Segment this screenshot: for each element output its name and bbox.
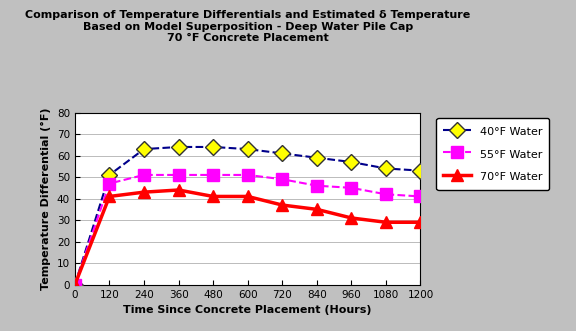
55°F Water — [279, 177, 286, 181]
40°F Water — [313, 156, 320, 160]
40°F Water — [348, 160, 355, 164]
55°F Water — [417, 194, 424, 198]
70°F Water — [313, 207, 320, 212]
70°F Water — [175, 188, 182, 192]
40°F Water — [382, 166, 389, 170]
40°F Water — [417, 168, 424, 173]
55°F Water — [175, 173, 182, 177]
X-axis label: Time Since Concrete Placement (Hours): Time Since Concrete Placement (Hours) — [123, 305, 372, 315]
40°F Water — [210, 145, 217, 149]
70°F Water — [348, 216, 355, 220]
40°F Water — [141, 147, 147, 151]
55°F Water — [210, 173, 217, 177]
55°F Water — [141, 173, 147, 177]
40°F Water — [106, 173, 113, 177]
70°F Water — [141, 190, 147, 194]
Line: 40°F Water: 40°F Water — [69, 141, 426, 290]
70°F Water — [244, 194, 251, 198]
Y-axis label: Temperature Differential (°F): Temperature Differential (°F) — [41, 107, 51, 290]
40°F Water — [279, 152, 286, 156]
55°F Water — [106, 181, 113, 185]
70°F Water — [106, 194, 113, 198]
40°F Water — [71, 283, 78, 287]
Text: Comparison of Temperature Differentials and Estimated δ Temperature
Based on Mod: Comparison of Temperature Differentials … — [25, 10, 471, 43]
40°F Water — [175, 145, 182, 149]
55°F Water — [244, 173, 251, 177]
Legend: 40°F Water, 55°F Water, 70°F Water: 40°F Water, 55°F Water, 70°F Water — [437, 118, 549, 190]
55°F Water — [313, 184, 320, 188]
70°F Water — [210, 194, 217, 198]
70°F Water — [417, 220, 424, 224]
Line: 55°F Water: 55°F Water — [69, 169, 427, 291]
40°F Water — [244, 147, 251, 151]
70°F Water — [279, 203, 286, 207]
70°F Water — [71, 283, 78, 287]
Line: 70°F Water: 70°F Water — [69, 184, 426, 290]
55°F Water — [71, 283, 78, 287]
70°F Water — [382, 220, 389, 224]
55°F Water — [382, 192, 389, 196]
55°F Water — [348, 186, 355, 190]
